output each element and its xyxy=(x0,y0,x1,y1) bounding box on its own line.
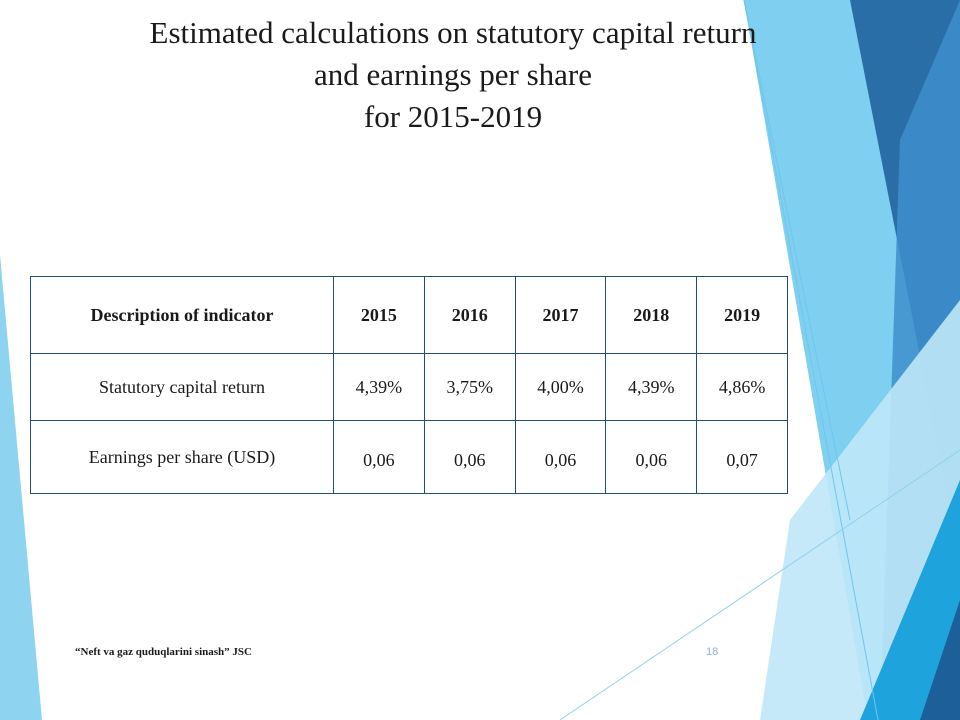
cell-value: 4,00% xyxy=(514,353,607,421)
cell-value: 0,07 xyxy=(696,420,788,494)
cell-value: 0,06 xyxy=(333,420,425,494)
cell-value: 0,06 xyxy=(423,420,516,494)
cyan-bottom-wedge xyxy=(860,480,960,720)
table-row-statutory-capital-return: Statutory capital return 4,39% 3,75% 4,0… xyxy=(30,353,788,421)
cell-value: 4,39% xyxy=(605,353,698,421)
page-number: 18 xyxy=(706,646,719,658)
header-year-2017: 2017 xyxy=(514,276,607,354)
left-edge-triangle xyxy=(0,255,42,720)
thin-line-3 xyxy=(559,449,960,720)
cell-value: 4,86% xyxy=(696,353,788,421)
table-header-row: Description of indicator 2015 2016 2017 … xyxy=(30,276,788,354)
cell-value: 0,06 xyxy=(605,420,698,494)
indicators-table: Description of indicator 2015 2016 2017 … xyxy=(30,276,788,494)
thin-line-2 xyxy=(743,0,851,521)
header-year-2016: 2016 xyxy=(423,276,516,354)
title-line-2: and earnings per share xyxy=(313,57,593,92)
thin-line-1 xyxy=(743,0,879,720)
footer-company-name: “Neft va gaz quduqlarini sinash” JSC xyxy=(75,646,252,658)
header-description: Description of indicator xyxy=(30,276,334,354)
deep-blue-bottom-wedge xyxy=(920,600,960,720)
title-line-1: Estimated calculations on statutory capi… xyxy=(149,15,757,50)
header-year-2015: 2015 xyxy=(333,276,425,354)
cell-value: 3,75% xyxy=(423,353,516,421)
row-description: Statutory capital return xyxy=(30,353,334,421)
header-year-2018: 2018 xyxy=(605,276,698,354)
cell-value: 0,06 xyxy=(514,420,607,494)
header-year-2019: 2019 xyxy=(696,276,788,354)
row-description: Earnings per share (USD) xyxy=(30,420,334,494)
slide-title: Estimated calculations on statutory capi… xyxy=(60,12,846,138)
cell-value: 4,39% xyxy=(333,353,425,421)
title-line-3: for 2015-2019 xyxy=(363,99,543,134)
table-row-earnings-per-share: Earnings per share (USD) 0,06 0,06 0,06 … xyxy=(30,420,788,494)
